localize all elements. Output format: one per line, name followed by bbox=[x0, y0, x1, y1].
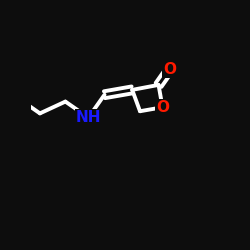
Text: O: O bbox=[156, 100, 169, 115]
Text: NH: NH bbox=[76, 110, 101, 125]
Text: O: O bbox=[163, 62, 176, 77]
